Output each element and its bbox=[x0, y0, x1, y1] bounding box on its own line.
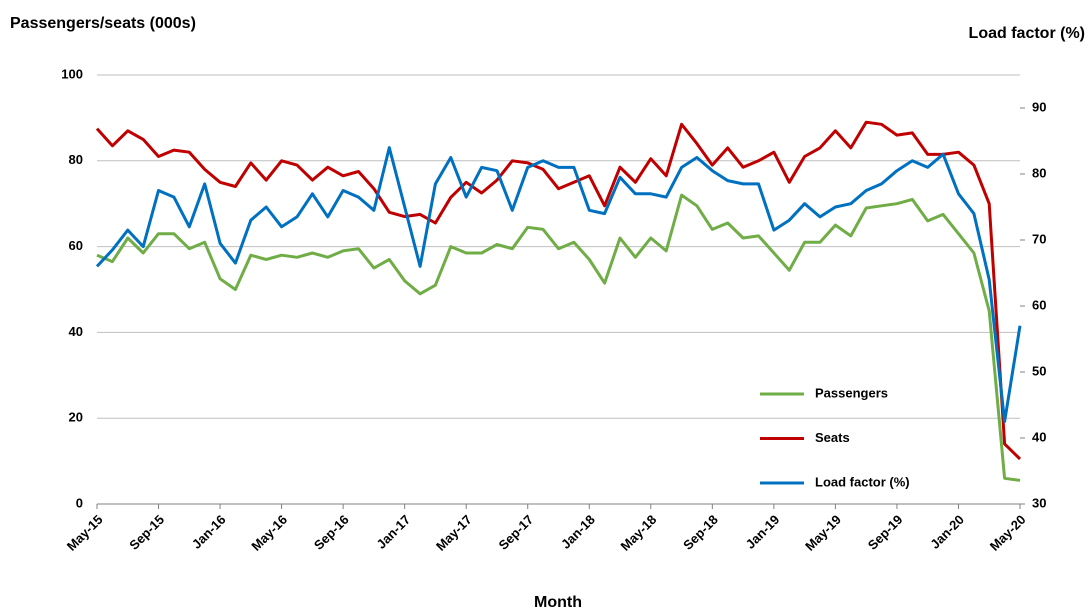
y-tick-label: 80 bbox=[69, 152, 83, 167]
legend-label: Seats bbox=[815, 430, 850, 445]
y-tick-label: 40 bbox=[69, 324, 83, 339]
y2-tick-label: 80 bbox=[1032, 165, 1046, 180]
y2-axis-title: Load factor (%) bbox=[969, 25, 1085, 42]
x-tick-label: Sep-17 bbox=[496, 512, 537, 553]
y-tick-label: 20 bbox=[69, 410, 83, 425]
series-line bbox=[96, 193, 1021, 482]
x-tick-label: Jan-18 bbox=[558, 512, 598, 552]
x-tick-label: May-19 bbox=[802, 512, 844, 554]
legend-label: Load factor (%) bbox=[815, 474, 910, 489]
y2-tick-label: 60 bbox=[1032, 297, 1046, 312]
y2-tick-label: 90 bbox=[1032, 99, 1046, 114]
y2-tick-label: 30 bbox=[1032, 495, 1046, 510]
x-tick-label: Sep-18 bbox=[680, 512, 721, 553]
x-tick-label: May-17 bbox=[433, 512, 475, 554]
x-tick-label: May-16 bbox=[248, 512, 290, 554]
y-tick-label: 0 bbox=[76, 495, 83, 510]
x-tick-label: Sep-19 bbox=[865, 512, 906, 553]
y-axis-title: Passengers/seats (000s) bbox=[10, 15, 196, 32]
x-tick-label: Sep-15 bbox=[126, 512, 167, 553]
series-line bbox=[95, 146, 1022, 423]
series-line bbox=[95, 120, 1022, 461]
y2-tick-label: 50 bbox=[1032, 363, 1046, 378]
y2-tick-label: 40 bbox=[1032, 429, 1046, 444]
y-tick-label: 60 bbox=[69, 238, 83, 253]
x-tick-label: Sep-16 bbox=[311, 512, 352, 553]
y-tick-label: 100 bbox=[61, 66, 83, 81]
x-tick-label: Jan-17 bbox=[373, 512, 413, 552]
x-axis-title: Month bbox=[534, 594, 582, 611]
legend-label: Passengers bbox=[815, 385, 888, 400]
y2-tick-label: 70 bbox=[1032, 231, 1046, 246]
x-tick-label: May-20 bbox=[987, 512, 1029, 554]
x-tick-label: May-15 bbox=[64, 512, 106, 554]
x-tick-label: May-18 bbox=[618, 512, 660, 554]
x-tick-label: Jan-20 bbox=[927, 512, 967, 552]
x-tick-label: Jan-19 bbox=[743, 512, 783, 552]
x-tick-label: Jan-16 bbox=[189, 512, 229, 552]
